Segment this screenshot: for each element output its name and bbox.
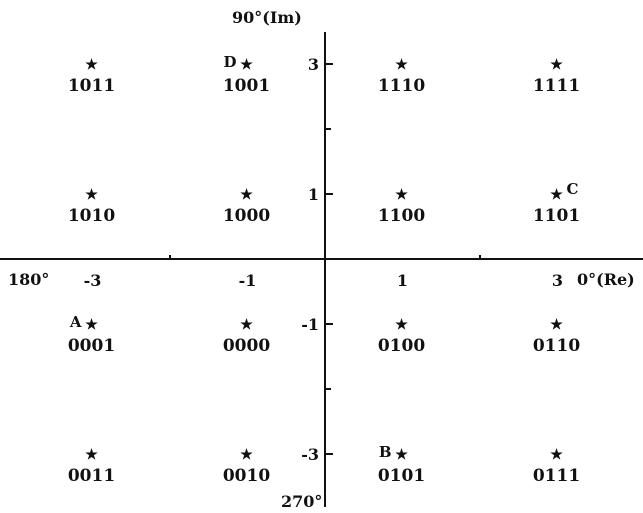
constellation-point: ★ 1100 <box>378 187 425 226</box>
star-marker-icon: ★ <box>85 187 98 203</box>
point-code-label: 0000 <box>223 336 270 356</box>
tick-labels: -3 -1 1 3 3 1 -1 -3 <box>84 55 563 464</box>
star-marker-icon: ★ <box>240 57 253 73</box>
point-tag-label: C <box>567 180 579 198</box>
x-tick-label: 3 <box>552 271 563 290</box>
point-tag-label: B <box>379 443 392 461</box>
star-marker-icon: ★ <box>550 447 563 463</box>
star-marker-icon: ★ <box>240 317 253 333</box>
star-marker-icon: ★ <box>240 187 253 203</box>
star-marker-icon: ★ <box>550 187 563 203</box>
x-tick-label: 1 <box>397 271 408 290</box>
point-code-label: 0101 <box>378 466 425 486</box>
point-code-label: 1011 <box>68 76 115 96</box>
constellation-point: ★ 0010 <box>223 447 270 486</box>
y-tick-label: -3 <box>301 445 319 464</box>
point-code-label: 0010 <box>223 466 270 486</box>
constellation-point: ★ 0001 A <box>68 313 115 356</box>
constellation-point: ★ 1010 <box>68 187 115 226</box>
star-marker-icon: ★ <box>85 447 98 463</box>
constellation-point: ★ 1101 C <box>533 180 580 226</box>
point-code-label: 1001 <box>223 76 270 96</box>
constellation-point: ★ 0111 <box>533 447 580 486</box>
star-marker-icon: ★ <box>550 317 563 333</box>
y-axis-title: 90°(Im) <box>232 8 302 27</box>
point-code-label: 0110 <box>533 336 580 356</box>
constellation-point: ★ 0000 <box>223 317 270 356</box>
angle-label-180: 180° <box>8 270 49 289</box>
y-tick-label: 3 <box>308 55 319 74</box>
constellation-point: ★ 0100 <box>378 317 425 356</box>
point-code-label: 0111 <box>533 466 580 486</box>
y-tick-label: 1 <box>308 185 319 204</box>
star-marker-icon: ★ <box>395 187 408 203</box>
star-marker-icon: ★ <box>85 317 98 333</box>
y-tick-label: -1 <box>301 315 319 334</box>
major-ticks <box>325 63 333 455</box>
point-code-label: 1110 <box>378 76 425 96</box>
point-tag-label: D <box>223 53 236 71</box>
point-code-label: 1111 <box>533 76 580 96</box>
constellation-point: ★ 1011 <box>68 57 115 96</box>
point-code-label: 0100 <box>378 336 425 356</box>
constellation-point: ★ 1111 <box>533 57 580 96</box>
constellation-point: ★ 0101 B <box>378 443 425 486</box>
constellation-point: ★ 0011 <box>68 447 115 486</box>
star-marker-icon: ★ <box>85 57 98 73</box>
point-code-label: 1100 <box>378 206 425 226</box>
angle-label-270: 270° <box>281 492 322 511</box>
point-code-label: 1010 <box>68 206 115 226</box>
point-tag-label: A <box>69 313 82 331</box>
star-marker-icon: ★ <box>395 317 408 333</box>
x-axis-title: 0°(Re) <box>577 270 635 289</box>
constellation-point: ★ 0110 <box>533 317 580 356</box>
point-code-label: 1000 <box>223 206 270 226</box>
minor-ticks <box>169 128 481 390</box>
constellation-point: ★ 1110 <box>378 57 425 96</box>
point-code-label: 1101 <box>533 206 580 226</box>
x-tick-label: -1 <box>239 271 257 290</box>
constellation-point: ★ 1001 D <box>223 53 270 96</box>
x-tick-label: -3 <box>84 271 102 290</box>
point-code-label: 0001 <box>68 336 115 356</box>
star-marker-icon: ★ <box>550 57 563 73</box>
star-marker-icon: ★ <box>395 447 408 463</box>
constellation-point: ★ 1000 <box>223 187 270 226</box>
star-marker-icon: ★ <box>240 447 253 463</box>
point-code-label: 0011 <box>68 466 115 486</box>
star-marker-icon: ★ <box>395 57 408 73</box>
